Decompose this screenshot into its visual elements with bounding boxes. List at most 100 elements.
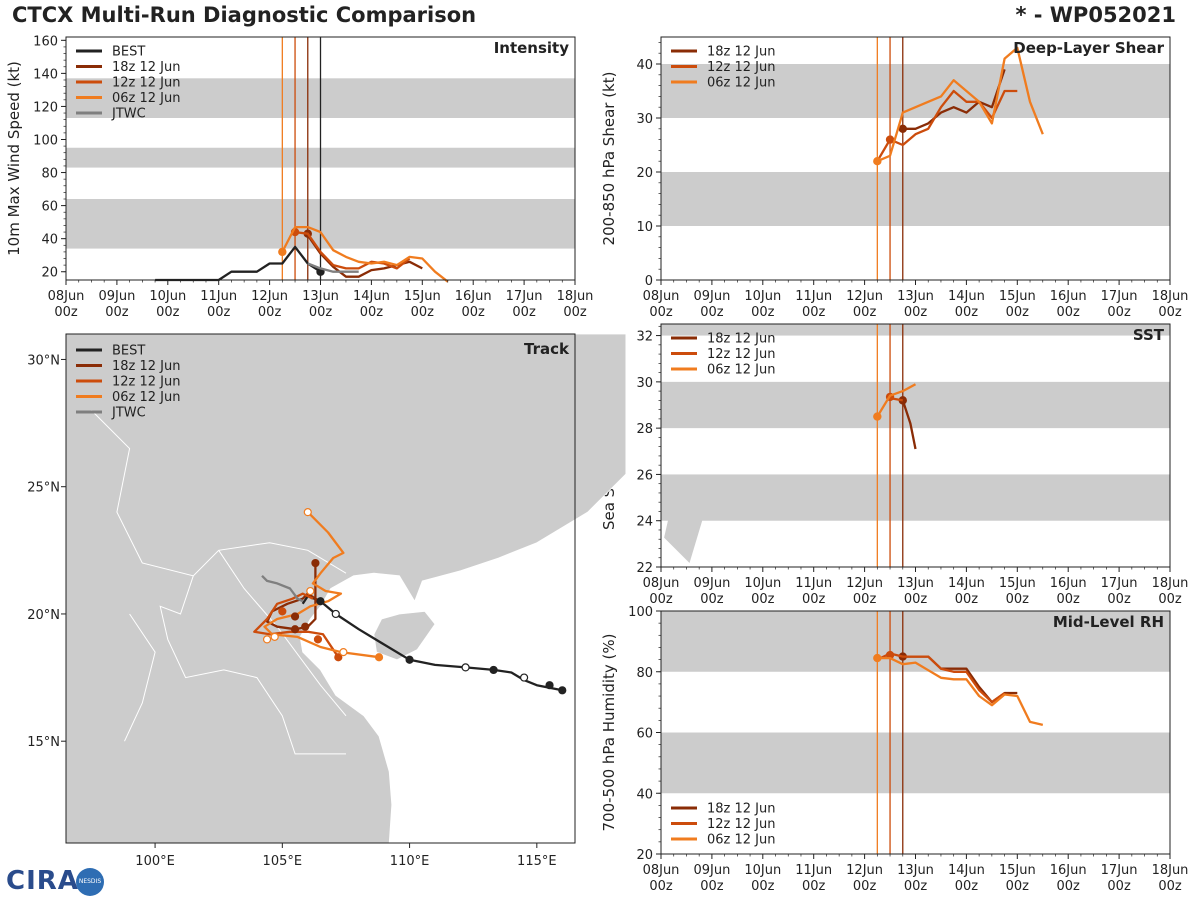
sst-shading-band (661, 324, 1170, 336)
track-point-run18 (290, 612, 300, 621)
shear-xtick-label-hour: 00z (700, 305, 724, 320)
track-ytick-label: 15°N (27, 735, 60, 750)
cira-logo: CIRA (6, 866, 79, 896)
intensity-xtick-label: 11Jun (200, 289, 237, 304)
track-country-border (124, 613, 156, 742)
track-point-best (489, 665, 498, 675)
intensity-ytick-label: 120 (33, 100, 58, 115)
nesdis-logo-icon: NESDIS (76, 868, 104, 896)
rh-ytick-label: 100 (628, 605, 653, 620)
rh-xtick-label-hour: 00z (1107, 879, 1131, 894)
track-point-run18 (311, 558, 320, 568)
shear-xtick-label-hour: 00z (1057, 305, 1081, 320)
track-ytick-label: 20°N (27, 608, 60, 623)
shear-shading-band (661, 64, 1170, 118)
intensity-xtick-label-hour: 00z (156, 305, 180, 320)
shear-xtick-label: 11Jun (795, 289, 832, 304)
track-point-best (461, 663, 470, 672)
shear-ytick-label: 20 (636, 166, 653, 181)
intensity-xtick-label: 12Jun (251, 289, 288, 304)
intensity-xtick-label: 17Jun (506, 289, 543, 304)
shear-shading-band (661, 172, 1170, 226)
track-point-run06 (303, 508, 312, 517)
shear-xtick-label-hour: 00z (955, 305, 979, 320)
sst-xtick-label-hour: 00z (904, 592, 928, 607)
sst-xtick-label: 16Jun (1050, 576, 1087, 591)
sst-series-run06 (876, 383, 917, 418)
rh-series-run12 (876, 652, 1006, 704)
rh-ytick-label: 60 (636, 727, 653, 742)
shear-y-axis-label: 200-850 hPa Shear (kt) (600, 72, 618, 246)
intensity-ytick-label: 160 (33, 34, 58, 49)
intensity-series-best (155, 245, 322, 282)
rh-xtick-label: 10Jun (744, 863, 781, 878)
sst-xtick-label-hour: 00z (1158, 592, 1182, 607)
sst-ytick-label: 32 (636, 330, 653, 345)
sst-xtick-label-hour: 00z (751, 592, 775, 607)
rh-xtick-label: 13Jun (897, 863, 934, 878)
intensity-xtick-label-hour: 00z (563, 305, 587, 320)
rh-xtick-label: 15Jun (999, 863, 1036, 878)
track-point-best (316, 597, 325, 606)
shear-ytick-label: 0 (645, 274, 653, 289)
track-point-best (519, 673, 529, 682)
sst-xtick-label: 18Jun (1152, 576, 1189, 591)
intensity-xtick-label-hour: 00z (512, 305, 536, 320)
sst-ytick-label: 28 (636, 422, 653, 437)
track-point-best (331, 609, 340, 619)
intensity-ytick-label: 100 (33, 133, 58, 148)
track-point-run18 (290, 625, 300, 634)
rh-y-axis-label: 700-500 hPa Humidity (%) (600, 633, 618, 831)
rh-panel-title: Mid-Level RH (1053, 613, 1164, 631)
rh-ytick-label: 80 (636, 666, 653, 681)
rh-xtick-label: 09Jun (693, 863, 730, 878)
track-legend-label: BEST (112, 344, 145, 359)
intensity-xtick-label-hour: 00z (309, 305, 333, 320)
track-panel-title: Track (524, 340, 570, 358)
shear-xtick-label-hour: 00z (853, 305, 877, 320)
track-xtick-label: 115°E (517, 854, 557, 869)
shear-point-run12 (885, 135, 895, 144)
rh-xtick-label-hour: 00z (955, 879, 979, 894)
rh-xtick-label-hour: 00z (751, 879, 775, 894)
intensity-legend-label: JTWC (111, 107, 146, 122)
rh-point-run06 (873, 653, 882, 663)
sst-xtick-label: 13Jun (897, 576, 934, 591)
track-point-run12 (334, 653, 343, 662)
rh-legend-label: 12z 12 Jun (707, 817, 776, 832)
shear-point-run06 (873, 156, 882, 166)
intensity-legend-label: 18z 12 Jun (112, 60, 181, 75)
intensity-ytick-label: 40 (41, 233, 58, 248)
intensity-xtick-label: 16Jun (455, 289, 492, 304)
track-path-jtwc (261, 574, 304, 603)
intensity-series-run12 (294, 230, 411, 270)
page-title: CTCX Multi-Run Diagnostic Comparison (12, 3, 477, 27)
intensity-ytick-label: 60 (41, 200, 58, 215)
shear-xtick-label: 12Jun (846, 289, 883, 304)
rh-xtick-label: 08Jun (643, 863, 680, 878)
shear-xtick-label-hour: 00z (1006, 305, 1030, 320)
intensity-y-axis-label: 10m Max Wind Speed (kt) (5, 61, 23, 256)
intensity-ytick-label: 140 (33, 67, 58, 82)
shear-panel-title: Deep-Layer Shear (1013, 39, 1164, 57)
intensity-xtick-label-hour: 00z (54, 305, 78, 320)
track-legend-label: 18z 12 Jun (112, 359, 181, 374)
intensity-xtick-label-hour: 00z (207, 305, 231, 320)
intensity-xtick-label-hour: 00z (105, 305, 129, 320)
intensity-xtick-label-hour: 00z (462, 305, 486, 320)
sst-panel-title: SST (1133, 326, 1165, 344)
intensity-xtick-label-hour: 00z (411, 305, 435, 320)
shear-xtick-label-hour: 00z (649, 305, 673, 320)
shear-point-run18 (898, 124, 907, 134)
shear-xtick-label-hour: 00z (1158, 305, 1182, 320)
shear-xtick-label: 16Jun (1050, 289, 1087, 304)
track-point-best (405, 655, 414, 664)
intensity-series-run06 (281, 225, 449, 283)
sst-xtick-label-hour: 00z (649, 592, 673, 607)
intensity-ytick-label: 80 (41, 167, 58, 182)
rh-xtick-label: 18Jun (1152, 863, 1189, 878)
intensity-xtick-label: 14Jun (353, 289, 390, 304)
sst-xtick-label-hour: 00z (700, 592, 724, 607)
shear-xtick-label: 15Jun (999, 289, 1036, 304)
